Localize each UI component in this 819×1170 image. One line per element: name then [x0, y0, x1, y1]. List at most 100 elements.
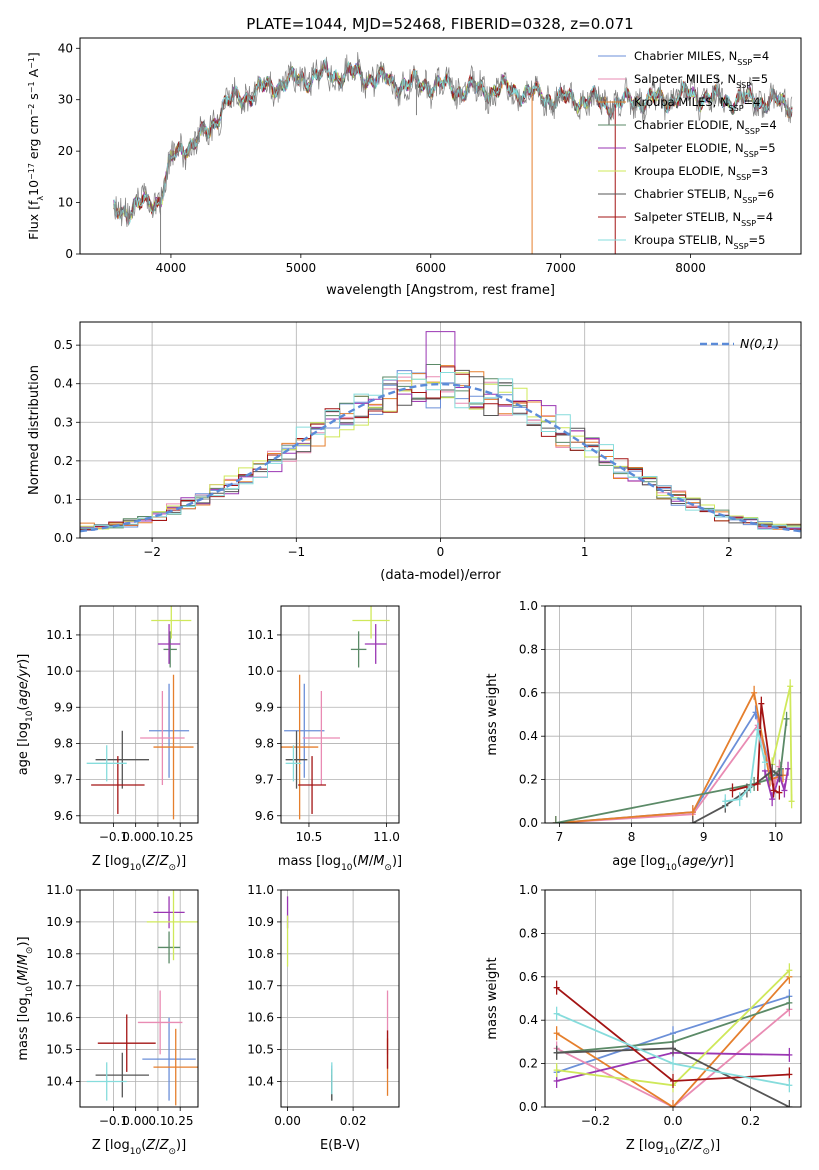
x-axis-label: Z [log10(Z/Z⊙)]	[92, 854, 186, 873]
data-point-6	[285, 730, 308, 789]
label-part: Z	[159, 1138, 170, 1153]
x-axis-label: (data-model)/error	[380, 568, 501, 583]
y-tick-label: 10.0	[46, 664, 73, 678]
y-tick-label: 0.1	[54, 492, 73, 506]
label-part: Z	[693, 1138, 704, 1153]
mass-weight-vs-metallicity-axes: −0.2 0.0 0.2 0.0 0.2 0.4 0.6 0.8 1.0 mass weight Z…	[485, 883, 802, 1157]
data-point-7	[298, 756, 327, 814]
x-tick-label: 7000	[545, 261, 576, 275]
x-tick-label: 1	[581, 545, 589, 559]
y-tick-label: 10.8	[46, 947, 73, 961]
data-point-0	[284, 683, 325, 778]
x-tick-label: 0.00	[122, 830, 149, 844]
data-point-2	[281, 674, 319, 820]
legend-entry: Salpeter ELODIE, NSSP=5	[634, 141, 776, 159]
label-part: M	[16, 954, 31, 965]
x-tick-label: 0.25	[167, 1114, 194, 1128]
legend-sub: SSP	[736, 173, 751, 182]
mass-weight-vs-age-plot-area	[552, 679, 795, 823]
y-tick-label: 10.9	[247, 915, 274, 929]
age-vs-metallicity-axes: −0.10.00 0.1 0.25 9.6 9.7 9.8 9.9 10.0 10.1 Z [lo…	[16, 605, 199, 873]
legend-entry: N(0,1)	[740, 336, 779, 351]
x-tick-label: 0.00	[122, 1114, 149, 1128]
axes-frame	[544, 889, 802, 1108]
data-point-8	[86, 1062, 127, 1101]
x-tick-label: 8000	[675, 261, 706, 275]
label-part: Z	[159, 854, 170, 869]
x-axis-label: Z [log10(Z/Z⊙)]	[626, 1138, 720, 1157]
spectrum-data	[113, 52, 793, 228]
legend-sub: SSP	[736, 81, 751, 90]
legend-entry: Kroupa ELODIE, NSSP=3	[634, 164, 768, 182]
y-tick-label: 0.5	[54, 338, 73, 352]
axes-frame	[79, 321, 802, 539]
y-tick-label: 9.6	[54, 809, 73, 823]
y-tick-label: 0	[65, 247, 73, 261]
legend-text: Kroupa ELODIE, N	[634, 164, 736, 178]
age-vs-metallicity-plot-area	[86, 606, 194, 820]
label-part: M	[373, 854, 384, 869]
label-part: (	[16, 981, 31, 986]
legend-text: Chabrier ELODIE, N	[634, 118, 745, 132]
data-point-6	[95, 730, 150, 789]
x-tick-label: 11.0	[373, 830, 400, 844]
data-point-0	[149, 683, 190, 778]
label-part: age [log	[612, 854, 665, 869]
label-part: /	[155, 854, 160, 869]
figure-title: PLATE=1044, MJD=52468, FIBERID=0328, z=0…	[246, 15, 633, 33]
x-tick-label: −0.2	[581, 1114, 610, 1128]
x-tick-label: 0.0	[663, 1114, 682, 1128]
y-label-part: −1	[27, 57, 36, 69]
x-tick-label: 0.00	[274, 1114, 301, 1128]
label-part: )]	[16, 936, 31, 946]
label-part: (	[16, 706, 31, 711]
data-point-4	[157, 624, 181, 664]
y-tick-label: 10.6	[247, 1011, 274, 1025]
legend-text: Chabrier STELIB, N	[634, 187, 742, 201]
data-point-2	[153, 1028, 198, 1106]
label-part: )]	[176, 854, 186, 869]
axes-frame	[544, 605, 802, 824]
label-part: (	[675, 1138, 680, 1153]
data-point-8	[86, 745, 127, 782]
mass-weight-vs-metallicity-plot-area	[553, 963, 793, 1107]
y-tick-label: 0.0	[519, 1100, 538, 1114]
data-point-3	[163, 631, 177, 668]
data-point-7	[97, 1014, 156, 1072]
y-tick-label: 10.7	[247, 979, 274, 993]
label-part: mass [log	[16, 997, 31, 1060]
label-part: /	[369, 854, 374, 869]
y-tick-label: 0.2	[54, 454, 73, 468]
data-point-1	[140, 690, 185, 786]
legend-text-end: =6	[757, 187, 774, 201]
x-tick-label: 6000	[415, 261, 446, 275]
gaussian-reference-curve	[80, 382, 801, 533]
data-point-5	[146, 890, 198, 961]
legend-text-end: =3	[751, 164, 768, 178]
y-label-part: −2	[27, 104, 36, 116]
label-part: Z [log	[92, 854, 130, 869]
residual-distribution-axes: −2 −1 0 1 2 0.0 0.1 0.2 0.3 0.4 0.5 N(0,1) (data-mod…	[27, 321, 802, 583]
label-part: Z [log	[626, 1138, 664, 1153]
y-tick-label: 9.8	[54, 736, 73, 750]
data-point-6	[95, 1052, 150, 1098]
legend-text-end: =4	[756, 210, 773, 224]
y-tick-label: 40	[58, 41, 73, 55]
x-tick-label: 10	[768, 830, 783, 844]
legend-text-end: =5	[751, 72, 768, 86]
x-tick-label: −2	[143, 545, 161, 559]
y-tick-label: 9.6	[255, 809, 274, 823]
label-part: ⊙	[384, 863, 392, 873]
label-part: mass [log	[278, 854, 341, 869]
y-label-part: Flux [f	[26, 200, 41, 240]
data-point-4	[153, 896, 185, 929]
y-label-part: A	[26, 68, 41, 81]
axes-frame	[79, 889, 199, 1108]
x-tick-label: 2	[725, 545, 733, 559]
y-tick-label: 9.7	[54, 773, 73, 787]
y-tick-label: 11.0	[46, 883, 73, 897]
weight-series-8	[722, 722, 768, 809]
spectrum-axes: 4000 5000 6000 7000 8000 0 10 20 30 40 wavelength …	[26, 37, 802, 298]
mass-vs-metallicity-plot-area	[86, 890, 198, 1106]
